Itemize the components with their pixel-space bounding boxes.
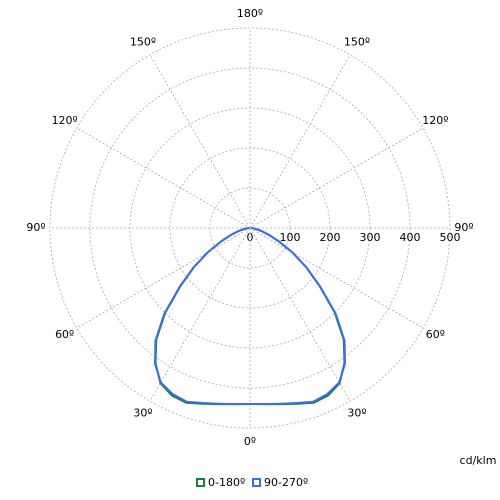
r-tick-label: 500 (440, 231, 461, 244)
legend-swatch (252, 478, 261, 487)
grid-spoke (149, 227, 251, 402)
theta-tick-label: 30º (133, 406, 152, 419)
unit-label: cd/klm (460, 454, 497, 467)
theta-tick-label: 120º (52, 114, 78, 127)
theta-tick-label: 60º (55, 328, 74, 341)
grid-spoke (249, 127, 424, 229)
r-tick-label: 400 (400, 231, 421, 244)
theta-tick-label: 90º (26, 221, 45, 234)
grid-spoke (149, 54, 251, 229)
curve (249, 227, 346, 406)
grid-spoke (76, 127, 251, 229)
grid-spoke (76, 227, 251, 329)
legend-label: 90-270º (264, 476, 308, 489)
theta-tick-label: 150º (130, 36, 156, 49)
theta-tick-label: 90º (454, 221, 473, 234)
r-tick-label: 100 (280, 231, 301, 244)
theta-tick-label: 0º (244, 435, 256, 448)
legend-label: 0-180º (208, 476, 245, 489)
legend-swatch (196, 478, 205, 487)
r-tick-label: 200 (320, 231, 341, 244)
theta-tick-label: 30º (347, 406, 366, 419)
theta-tick-label: 120º (422, 114, 448, 127)
grid-ring (49, 27, 451, 429)
r-tick-label: 300 (360, 231, 381, 244)
curve (249, 227, 346, 406)
theta-tick-label: 150º (344, 36, 370, 49)
curve (154, 227, 251, 406)
theta-tick-label: 180º (237, 7, 263, 20)
theta-tick-label: 60º (426, 328, 445, 341)
grid-spoke (249, 227, 424, 329)
grid-spoke (249, 227, 351, 402)
grid-spoke (249, 54, 351, 229)
curve (154, 227, 251, 406)
